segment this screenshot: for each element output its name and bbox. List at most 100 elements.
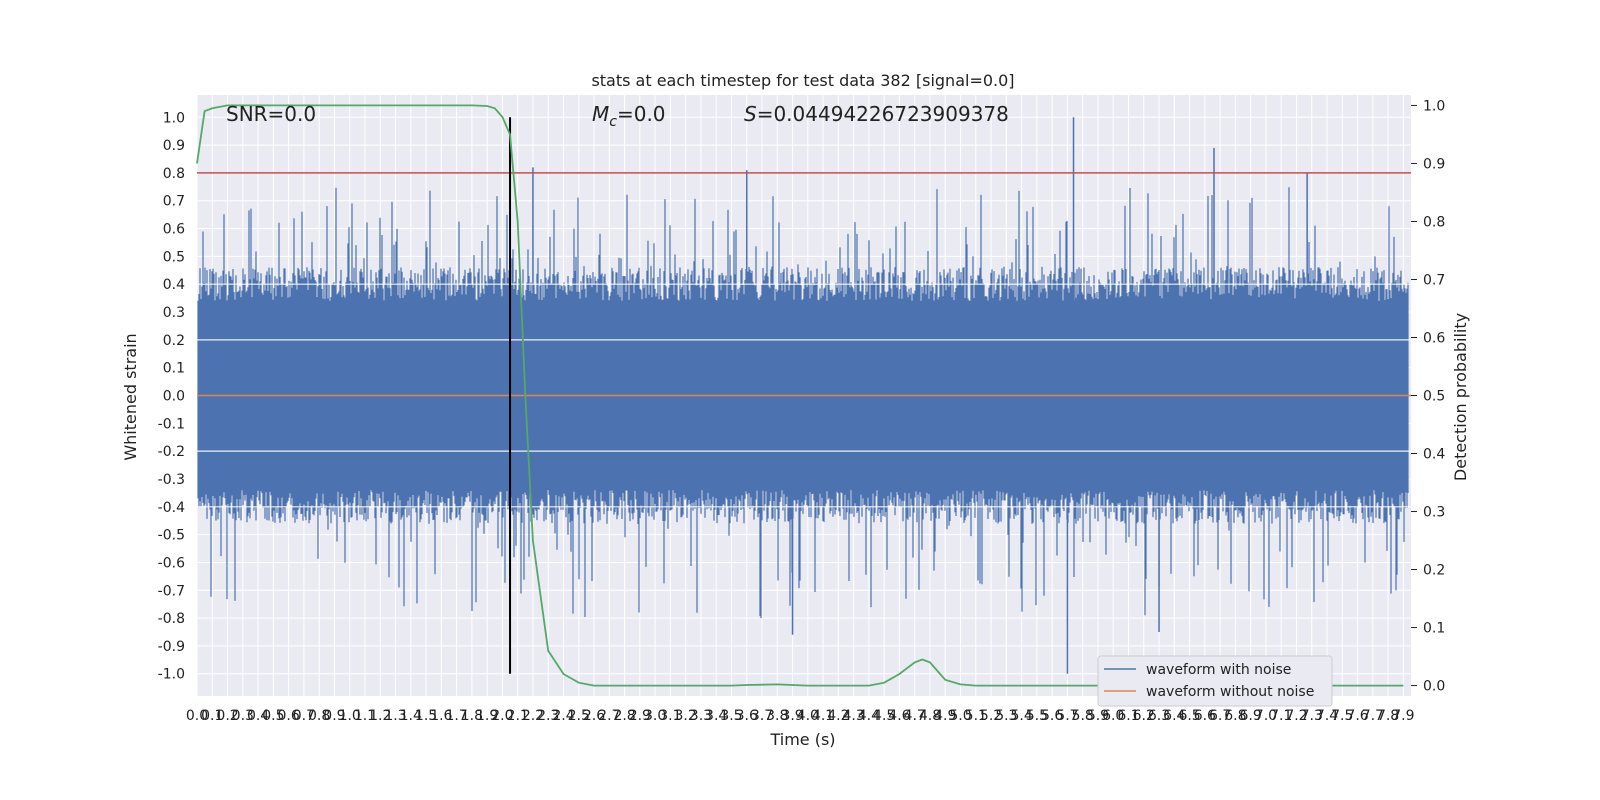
x-tick-label: 2.5 [568,708,590,724]
x-tick-label: 0.5 [262,708,284,724]
x-tick-label: 5.4 [1010,708,1032,724]
x-tick-label: 5.3 [995,708,1017,724]
x-axis-label: Time (s) [769,730,835,749]
legend: waveform with noise waveform without noi… [1097,655,1333,707]
x-tick-label: 4.4 [858,708,880,724]
y-axis-label-right: Detection probability [1451,313,1470,481]
x-tick-label: 1.6 [430,708,452,724]
x-tick-label: 6.7 [1209,708,1231,724]
x-tick-label: 2.6 [583,708,605,724]
x-tick-label: 7.7 [1362,708,1384,724]
x-tick-label: 7.0 [1255,708,1277,724]
x-tick-label: 2.8 [613,708,635,724]
y-tick-label-right: 0.8 [1423,214,1445,230]
x-tick-label: 3.6 [736,708,758,724]
x-tick-label: 6.6 [1194,708,1216,724]
x-tick-label: 0.0 [186,708,208,724]
y-tick-label-left: 0.4 [163,277,185,293]
y-ticks-right: 0.0 0.1 0.2 0.3 0.4 0.5 0.6 0.7 0.8 0.9 1.0 [1411,98,1445,695]
y-tick-label-right: 1.0 [1423,98,1445,114]
x-tick-label: 1.5 [415,708,437,724]
x-tick-label: 5.5 [1026,708,1048,724]
y-tick-label-left: 0.0 [163,389,185,405]
x-tick-label: 2.2 [522,708,544,724]
y-tick-label-left: -0.2 [158,444,185,460]
x-tick-label: 4.5 [873,708,895,724]
x-tick-label: 3.7 [751,708,773,724]
x-tick-label: 3.1 [659,708,681,724]
x-tick-label: 3.5 [720,708,742,724]
x-tick-label: 2.1 [507,708,529,724]
y-tick-label-right: 0.7 [1423,272,1445,288]
x-tick-label: 6.8 [1224,708,1246,724]
y-tick-label-left: -0.1 [158,416,185,432]
x-tick-label: 7.9 [1392,708,1414,724]
x-tick-label: 2.0 [491,708,513,724]
x-tick-label: 3.3 [690,708,712,724]
x-tick-label: 1.2 [369,708,391,724]
x-tick-label: 4.1 [812,708,834,724]
y-tick-label-left: 0.5 [163,249,185,265]
x-tick-label: 7.8 [1377,708,1399,724]
x-tick-label: 4.9 [934,708,956,724]
y-tick-label-left: -0.3 [158,472,185,488]
x-tick-label: 1.1 [354,708,376,724]
mc-annotation: Mc=0.0 [592,102,666,130]
y-tick-label-right: 0.6 [1423,330,1445,346]
x-tick-label: 7.2 [1285,708,1307,724]
y-tick-label-right: 0.0 [1423,679,1445,695]
y-tick-label-left: 0.3 [163,305,185,321]
y-tick-label-left: 0.9 [163,138,185,154]
x-tick-label: 6.5 [1178,708,1200,724]
s-annotation: S=0.04494226723909378 [744,102,1009,126]
y-tick-label-left: -0.7 [158,583,185,599]
x-tick-label: 1.4 [400,708,422,724]
y-tick-label-right: 0.9 [1423,156,1445,172]
x-tick-label: 0.8 [308,708,330,724]
detection-probability-series [196,104,1404,687]
x-tick-label: 3.9 [781,708,803,724]
x-tick-label: 4.8 [919,708,941,724]
x-tick-label: 0.9 [323,708,345,724]
x-tick-label: 0.2 [216,708,238,724]
x-tick-label: 7.1 [1270,708,1292,724]
x-tick-label: 1.9 [476,708,498,724]
x-tick-label: 6.9 [1240,708,1262,724]
y-ticks-left: -1.0 -0.9 -0.8 -0.7 -0.6 -0.5 -0.4 -0.3 -0.2 -0.1… [158,110,185,682]
y-tick-label-left: -0.5 [158,528,185,544]
x-tick-label: 5.2 [980,708,1002,724]
overlay [196,104,1411,687]
y-tick-label-left: 0.1 [163,361,185,377]
x-tick-label: 0.1 [201,708,223,724]
x-tick-label: 5.0 [949,708,971,724]
y-tick-label-right: 0.4 [1423,447,1445,463]
x-tick-label: 3.0 [644,708,666,724]
x-ticks: 0.00.10.20.30.40.50.60.70.80.91.01.11.21… [186,708,1415,724]
x-tick-label: 5.8 [1072,708,1094,724]
y-tick-label-left: -0.8 [158,611,185,627]
snr-annotation: SNR=0.0 [226,102,316,126]
x-tick-label: 4.0 [797,708,819,724]
y-tick-label-left: 0.2 [163,333,185,349]
x-tick-label: 4.7 [904,708,926,724]
x-tick-label: 7.3 [1301,708,1323,724]
x-tick-label: 3.2 [675,708,697,724]
x-tick-label: 0.6 [277,708,299,724]
x-tick-label: 6.3 [1148,708,1170,724]
x-tick-label: 3.8 [766,708,788,724]
x-tick-label: 4.2 [827,708,849,724]
legend-label-clean: waveform without noise [1146,684,1314,700]
x-tick-label: 2.4 [552,708,574,724]
x-tick-label: 1.0 [339,708,361,724]
x-tick-label: 1.8 [461,708,483,724]
y-tick-label-right: 0.1 [1423,621,1445,637]
x-tick-label: 6.2 [1133,708,1155,724]
x-tick-label: 5.6 [1041,708,1063,724]
y-tick-label-right: 0.5 [1423,389,1445,405]
chart-title: stats at each timestep for test data 382… [591,71,1014,90]
x-tick-label: 0.7 [293,708,315,724]
x-tick-label: 7.6 [1346,708,1368,724]
x-tick-label: 5.7 [1056,708,1078,724]
x-tick-label: 6.1 [1117,708,1139,724]
